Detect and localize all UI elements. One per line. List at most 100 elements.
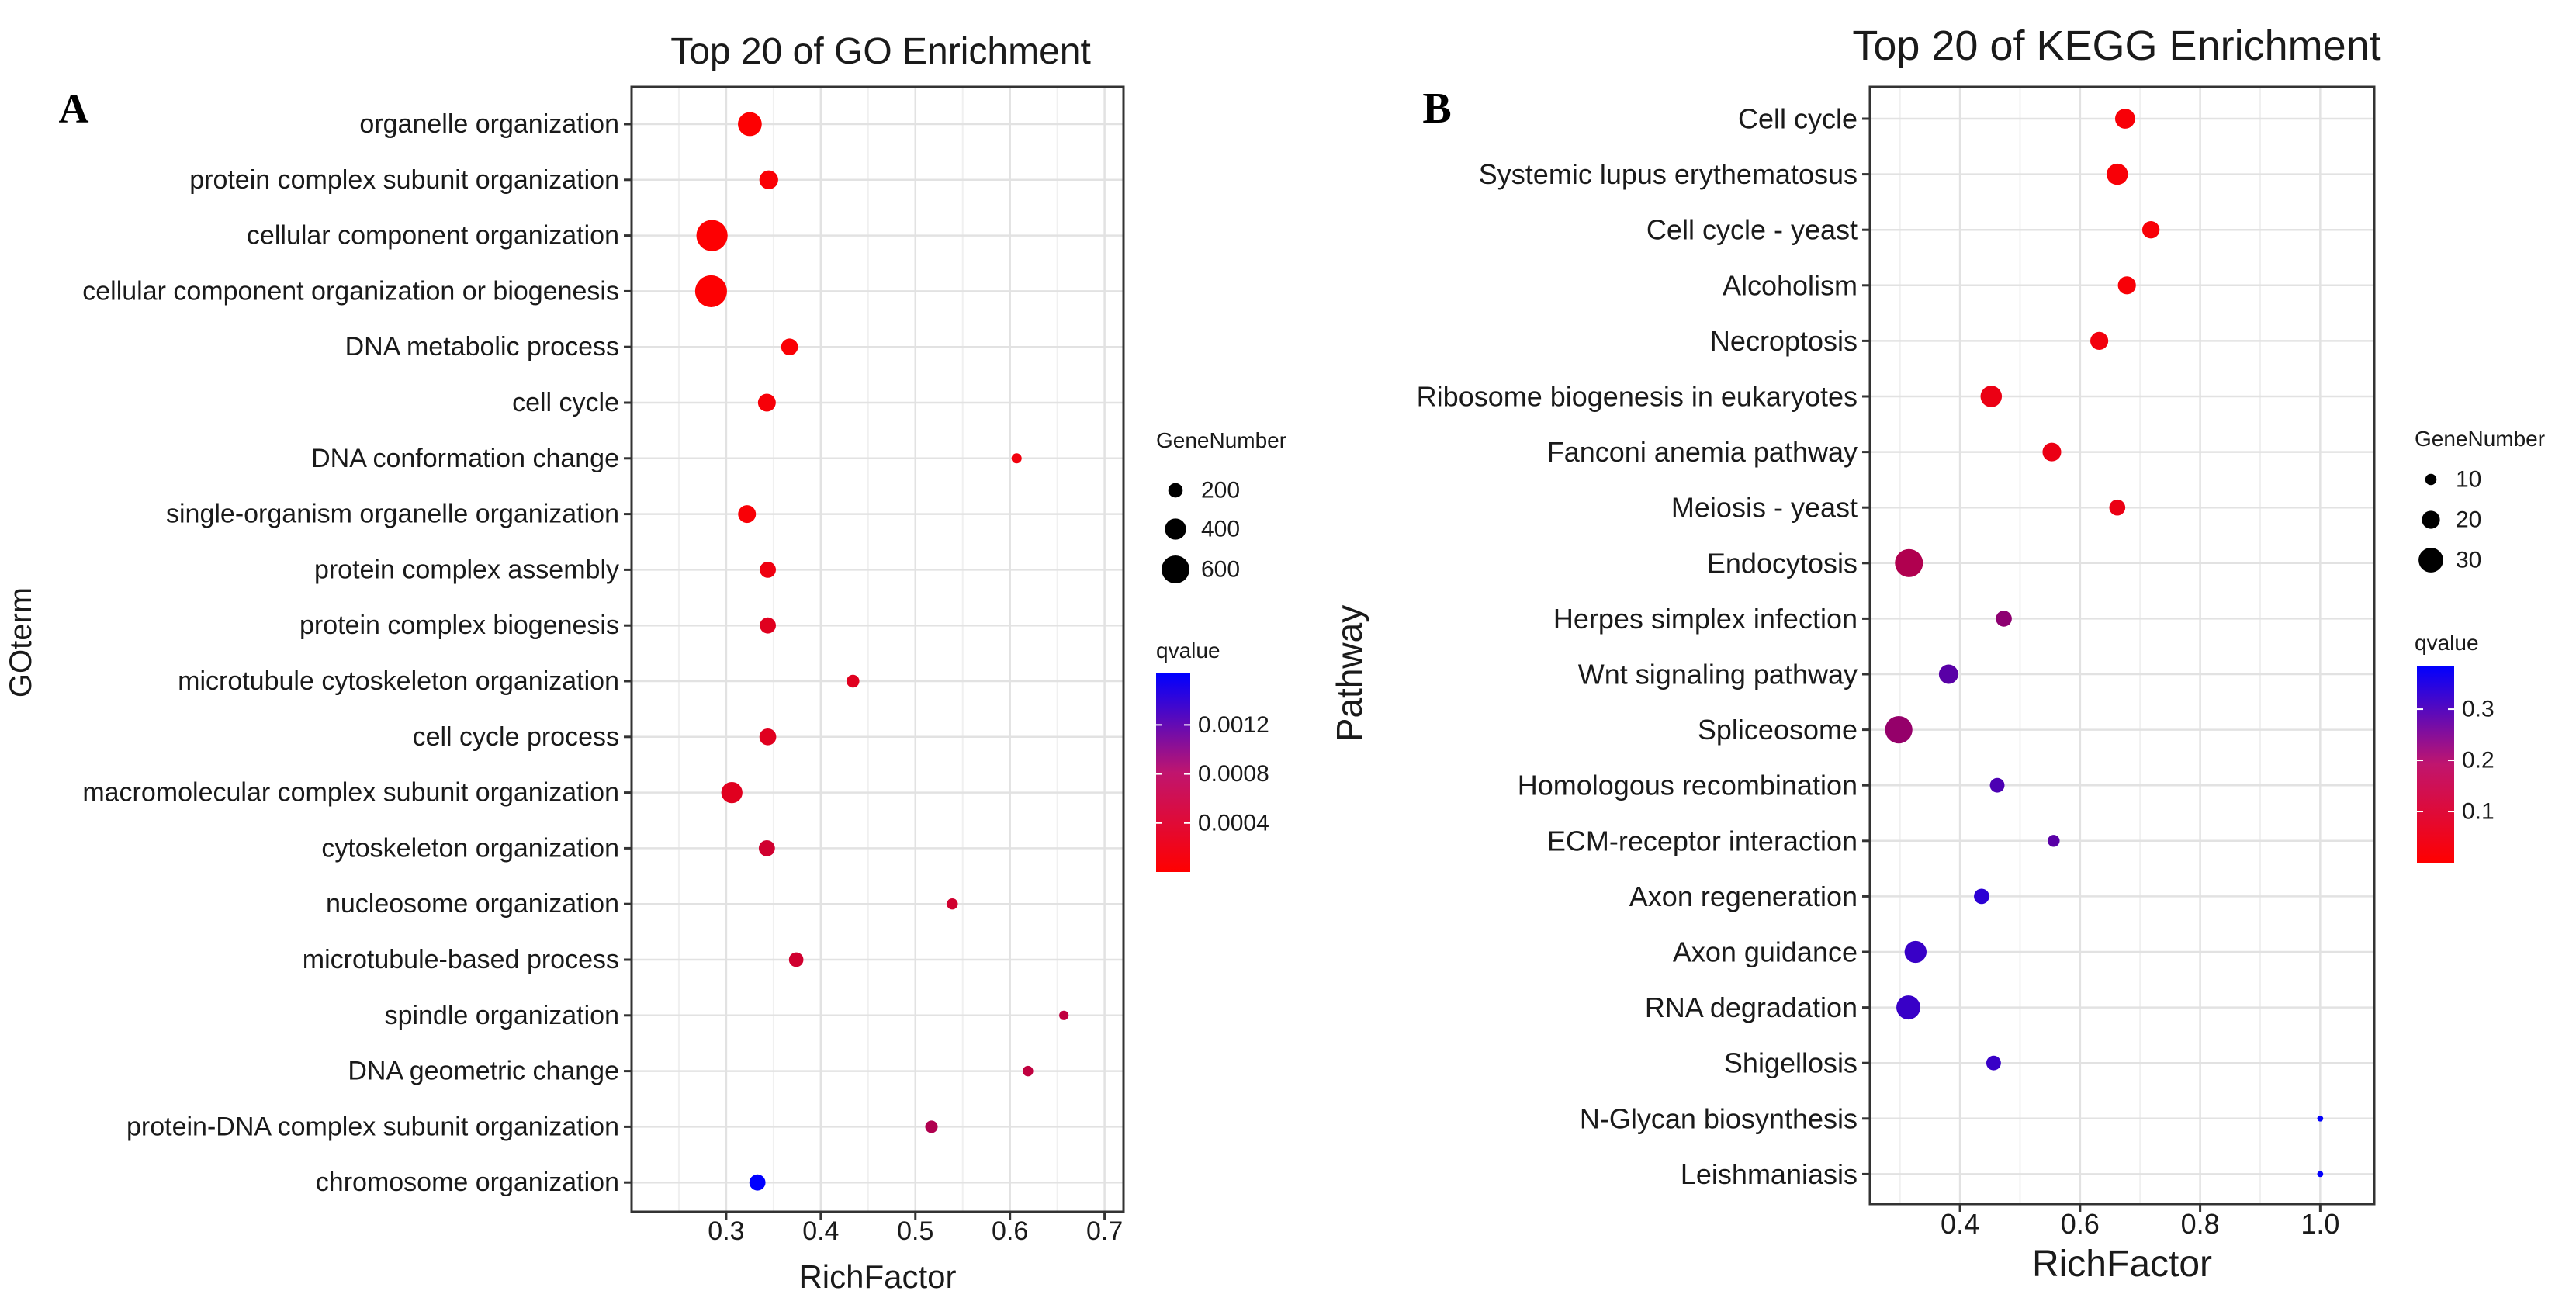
color-legend-label: 0.1 — [2462, 799, 2495, 825]
data-point — [759, 170, 778, 189]
y-tick-label: cell cycle process — [413, 722, 619, 752]
y-tick-label: Alcoholism — [1723, 269, 1858, 301]
y-tick-label: protein complex assembly — [314, 555, 619, 584]
data-point — [2109, 499, 2126, 516]
size-legend-title: GeneNumber — [1156, 428, 1286, 452]
data-point — [2317, 1115, 2324, 1122]
data-point — [781, 338, 798, 356]
data-point — [2117, 276, 2136, 295]
y-tick-label: protein-DNA complex subunit organization — [126, 1112, 619, 1141]
x-tick-label: 1.0 — [2301, 1208, 2339, 1240]
data-point — [1938, 664, 1958, 684]
x-tick-label: 0.6 — [2061, 1208, 2100, 1240]
x-tick-label: 0.6 — [992, 1216, 1028, 1246]
size-legend-label: 10 — [2456, 467, 2481, 493]
y-tick-label: single-organism organelle organization — [166, 500, 619, 529]
data-point — [1059, 1010, 1069, 1020]
data-point — [788, 952, 804, 967]
chart-panel-a: organelle organization protein complex su… — [4, 31, 1286, 1295]
y-tick-label: microtubule-based process — [303, 945, 619, 974]
data-point — [738, 112, 762, 137]
y-tick-label: cellular component organization or bioge… — [82, 276, 619, 306]
chart-title: Top 20 of GO Enrichment — [670, 31, 1091, 72]
y-tick-label: cytoskeleton organization — [321, 833, 619, 863]
y-axis-label: GOterm — [4, 587, 38, 697]
data-point — [1885, 715, 1913, 744]
y-tick-label: Homologous recombination — [1518, 770, 1858, 801]
x-tick-label: 0.8 — [2181, 1208, 2220, 1240]
size-legend-label: 600 — [1201, 557, 1240, 583]
data-point — [1986, 1055, 2001, 1071]
plot-border — [1868, 85, 2376, 1206]
y-tick-label: protein complex subunit organization — [189, 165, 619, 195]
data-point — [2090, 331, 2109, 350]
data-point — [1974, 888, 1989, 905]
y-tick-label: Fanconi anemia pathway — [1547, 436, 1858, 468]
data-point — [2317, 1171, 2324, 1178]
y-tick-label: DNA metabolic process — [345, 332, 619, 362]
data-point — [1895, 548, 1923, 577]
data-point — [1896, 995, 1920, 1020]
y-tick-label: DNA conformation change — [311, 444, 619, 473]
y-tick-label: Shigellosis — [1724, 1047, 1858, 1079]
data-point — [694, 275, 727, 307]
y-tick-label: Necroptosis — [1710, 325, 1858, 357]
x-tick-label: 0.4 — [802, 1216, 839, 1246]
y-tick-label: Axon guidance — [1673, 936, 1858, 968]
plot-background — [632, 87, 1124, 1212]
y-tick-label: Cell cycle — [1738, 103, 1858, 135]
data-point — [760, 617, 776, 634]
data-point — [760, 562, 776, 578]
y-tick-label: N-Glycan biosynthesis — [1580, 1102, 1858, 1134]
y-tick-label: Endocytosis — [1707, 547, 1858, 579]
size-legend-dot — [2422, 510, 2440, 529]
x-axis-label: RichFactor — [2032, 1244, 2212, 1285]
y-tick-label: Spliceosome — [1698, 714, 1858, 746]
y-tick-label: macromolecular complex subunit organizat… — [82, 778, 619, 808]
y-tick-label: Cell cycle - yeast — [1646, 214, 1858, 246]
plot-border — [630, 85, 1125, 1213]
color-legend-label: 0.0004 — [1198, 810, 1269, 836]
data-point — [1996, 611, 2012, 627]
size-legend-dot — [1165, 518, 1186, 540]
y-tick-label: cellular component organization — [247, 221, 619, 251]
data-point — [2048, 835, 2060, 847]
data-point — [1980, 386, 2003, 407]
color-legend-label: 0.2 — [2462, 748, 2495, 773]
size-legend-title: GeneNumber — [2415, 427, 2545, 451]
color-legend-label: 0.0008 — [1198, 761, 1269, 787]
y-tick-label: Wnt signaling pathway — [1578, 659, 1858, 690]
y-tick-label: RNA degradation — [1645, 991, 1858, 1023]
y-tick-label: chromosome organization — [316, 1168, 619, 1197]
size-legend-label: 200 — [1201, 478, 1240, 504]
y-tick-label: cell cycle — [512, 388, 619, 417]
color-legend-bar — [1156, 673, 1190, 872]
data-point — [759, 728, 777, 746]
data-point — [2107, 163, 2128, 185]
y-tick-label: Meiosis - yeast — [1671, 492, 1858, 524]
plot-background — [1870, 87, 2374, 1204]
size-legend-dot — [2418, 548, 2443, 573]
data-point — [2042, 442, 2062, 462]
y-tick-label: Systemic lupus erythematosus — [1479, 158, 1858, 190]
size-legend-dot — [1162, 555, 1189, 583]
size-legend-label: 400 — [1201, 517, 1240, 542]
data-point — [1011, 453, 1022, 464]
x-tick-label: 0.7 — [1086, 1216, 1123, 1246]
color-legend-title: qvalue — [1156, 638, 1220, 663]
color-legend-label: 0.0012 — [1198, 712, 1269, 738]
data-point — [1904, 940, 1927, 964]
data-point — [721, 781, 743, 804]
y-tick-label: microtubule cytoskeleton organization — [178, 666, 619, 696]
y-tick-label: DNA geometric change — [348, 1057, 619, 1086]
data-point — [2114, 109, 2135, 129]
size-legend-dot — [2425, 473, 2437, 486]
chart-title: Top 20 of KEGG Enrichment — [1852, 22, 2380, 69]
y-tick-label: Ribosome biogenesis in eukaryotes — [1417, 381, 1858, 413]
data-point — [1023, 1065, 1034, 1077]
y-tick-label: spindle organization — [385, 1001, 619, 1030]
data-point — [847, 674, 860, 688]
y-tick-label: Herpes simplex infection — [1553, 603, 1858, 635]
data-point — [749, 1174, 766, 1191]
